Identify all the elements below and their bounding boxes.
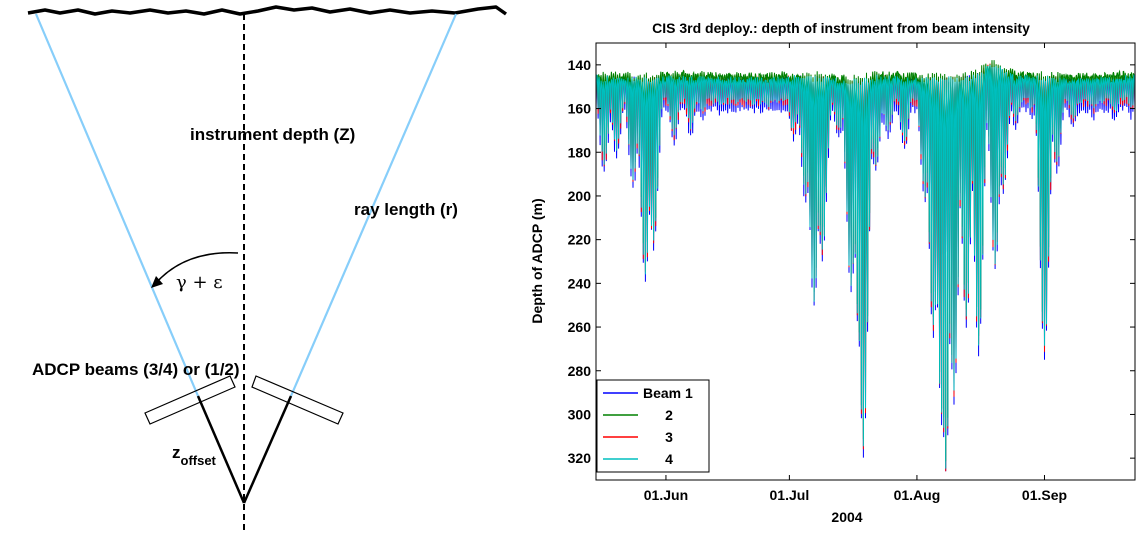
y-tick-label: 220: [568, 232, 592, 248]
legend-label-2: 2: [665, 407, 673, 423]
legend[interactable]: Beam 1 2 3 4: [596, 379, 710, 473]
x-tick-label: 01.Sep: [1022, 487, 1067, 503]
chart-title: CIS 3rd deploy.: depth of instrument fro…: [652, 20, 1030, 36]
depth-chart: CIS 3rd deploy.: depth of instrument fro…: [529, 20, 1136, 525]
right-transducer-box: [251, 375, 344, 425]
y-tick-label: 240: [568, 275, 592, 291]
y-tick-label: 300: [568, 406, 592, 422]
y-tick-label: 200: [568, 188, 592, 204]
y-tick-label: 140: [568, 57, 592, 73]
x-axis-ticks: 01.Jun 01.Jul 01.Aug 01.Sep: [644, 43, 1067, 503]
x-tick-label: 01.Aug: [894, 487, 941, 503]
legend-box: [596, 379, 710, 473]
y-axis-ticks: 140 160 180 200 220 240 260 280 300 320: [568, 57, 1135, 466]
angle-gamma-epsilon-label: γ + ε: [176, 272, 223, 293]
x-tick-label: 01.Jul: [770, 487, 810, 503]
series-layer: [595, 60, 1136, 472]
y-tick-label: 320: [568, 450, 592, 466]
series-line-4: [595, 65, 1136, 469]
legend-label-3: 3: [665, 429, 673, 445]
y-tick-label: 260: [568, 319, 592, 335]
y-axis-label: Depth of ADCP (m): [529, 198, 545, 323]
instrument-depth-label: instrument depth (Z): [190, 125, 355, 144]
left-offset-line: [196, 395, 246, 504]
right-beam-ray: [289, 13, 458, 397]
plot-area-frame: [595, 42, 1136, 481]
x-axis-label: 2004: [831, 509, 862, 525]
left-transducer-box: [144, 375, 236, 425]
legend-label-1: Beam 1: [643, 385, 693, 401]
sea-surface-line: [27, 5, 508, 16]
adcp-beams-label: ADCP beams (3/4) or (1/2): [32, 360, 240, 379]
angle-arc-arrow: [154, 252, 239, 285]
y-tick-label: 180: [568, 144, 592, 160]
y-tick-label: 160: [568, 101, 592, 117]
angle-arrowhead: [151, 276, 163, 288]
z-offset-label: zoffset: [172, 443, 217, 468]
ray-length-label: ray length (r): [354, 200, 458, 219]
left-beam-ray: [34, 13, 200, 397]
y-tick-label: 280: [568, 363, 592, 379]
adcp-geometry-diagram: instrument depth (Z) ray length (r) γ + …: [27, 5, 508, 532]
x-tick-label: 01.Jun: [644, 487, 688, 503]
right-offset-line: [242, 395, 293, 504]
legend-label-4: 4: [665, 451, 673, 467]
